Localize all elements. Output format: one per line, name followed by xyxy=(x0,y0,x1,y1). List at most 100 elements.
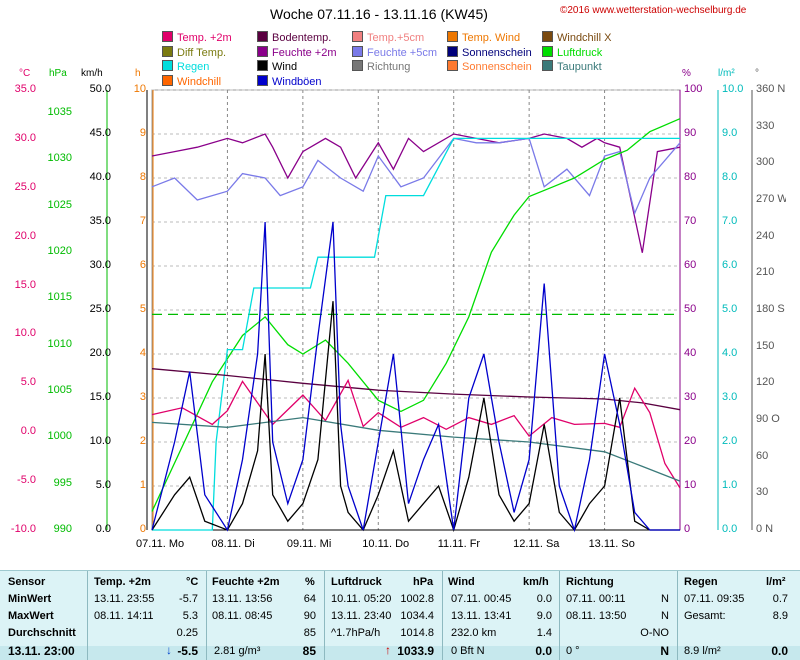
weather-chart xyxy=(106,89,753,533)
legend-item: Temp. Wind xyxy=(447,31,520,45)
row-label-min: MinWert xyxy=(8,593,52,605)
series-line-wind xyxy=(151,301,680,533)
series-line-luftdruck xyxy=(151,118,681,512)
temp-tick-label: 10.0 xyxy=(14,327,36,340)
rain-tick-label: 8.0 xyxy=(722,171,738,183)
legend-swatch xyxy=(162,60,173,71)
temp-tick-label: 0.0 xyxy=(20,425,36,438)
stats-header-hum: Feuchte +2m xyxy=(212,576,280,588)
stats-header-wind: Wind xyxy=(448,576,475,588)
current-rain-total: 8.9 l/m² xyxy=(684,645,721,657)
min-hpa-value: 1002.8 xyxy=(400,593,434,605)
dir-tick-label: 120 xyxy=(756,376,775,389)
x-tick-label: 09.11. Mi xyxy=(286,538,332,550)
max-hum-time: 08.11. 08:45 xyxy=(212,610,273,622)
sun-tick-label: 2 xyxy=(139,435,146,447)
series-line-windb-en xyxy=(151,221,680,533)
axis-unit-wind: km/h xyxy=(81,68,103,79)
column-divider xyxy=(559,571,560,660)
copyright-text[interactable]: ©2016 www.wetterstation-wechselburg.de xyxy=(560,5,747,16)
stats-header-rain: Regen xyxy=(684,576,718,588)
current-wind-bft: 0 Bft N xyxy=(451,645,485,657)
current-hpa-value: 1033.9 xyxy=(397,644,434,658)
trend-down-arrow-icon: ↓ xyxy=(166,643,172,657)
sun-tick-label: 1 xyxy=(139,479,146,491)
dir-tick-label: 300 xyxy=(756,156,775,169)
temp-tick-label: 15.0 xyxy=(14,278,36,291)
sun-tick-label: 5 xyxy=(139,303,146,315)
wind-tick-label: 25.0 xyxy=(89,303,111,315)
column-divider xyxy=(87,571,88,660)
max-dir-value: N xyxy=(661,610,669,622)
wind-distance: 232.0 km xyxy=(451,627,497,639)
current-temp-value: -5.5 xyxy=(177,644,198,658)
column-divider xyxy=(677,571,678,660)
legend-label: Diff Temp. xyxy=(177,46,227,59)
rain-total-label: Gesamt: xyxy=(684,610,726,622)
x-tick-label: 08.11. Di xyxy=(211,538,255,550)
min-dir-time: 07.11. 00:11 xyxy=(566,593,626,605)
temp-tick-label: -5.0 xyxy=(17,474,36,487)
current-time: 13.11. 23:00 xyxy=(8,644,75,658)
temp-tick-label: 5.0 xyxy=(20,376,36,389)
series-line-taupunkt xyxy=(151,416,681,482)
min-wind-value: 0.0 xyxy=(536,593,552,605)
hum-tick-label: 70 xyxy=(684,215,697,227)
legend-label: Windböen xyxy=(272,75,322,88)
dir-tick-label: 30 xyxy=(756,486,769,499)
temp-tick-label: 20.0 xyxy=(14,229,36,242)
avg-temp-value: 0.25 xyxy=(176,627,198,639)
max-wind-value: 9.0 xyxy=(536,610,552,622)
hum-tick-label: 60 xyxy=(684,259,697,271)
current-dir-value: N xyxy=(660,644,669,658)
legend-swatch xyxy=(447,45,458,57)
legend-item: Wind xyxy=(257,60,297,74)
wind-tick-label: 50.0 xyxy=(89,83,111,95)
legend-item: Sonnenschein xyxy=(447,60,532,74)
hpa-tick-label: 1005 xyxy=(47,384,72,397)
hum-tick-label: 0 xyxy=(684,523,691,535)
min-rain-value: 0.7 xyxy=(772,593,788,605)
legend-label: Feuchte +5cm xyxy=(367,46,438,59)
legend-label: Feuchte +2m xyxy=(272,46,337,59)
legend-item: Feuchte +5cm xyxy=(352,45,438,60)
column-divider xyxy=(324,571,325,660)
max-temp-value: 5.3 xyxy=(182,610,198,622)
avg-wind-value: 1.4 xyxy=(536,627,552,639)
rain-tick-label: 6.0 xyxy=(722,259,738,271)
wind-tick-label: 5.0 xyxy=(95,479,111,491)
hpa-tick-label: 1035 xyxy=(47,106,72,119)
hum-tick-label: 20 xyxy=(684,435,697,447)
legend-swatch xyxy=(447,31,458,42)
axis-unit-rain: l/m² xyxy=(718,68,735,79)
stats-header-temp: Temp. +2m xyxy=(94,576,151,588)
legend-swatch xyxy=(352,31,363,42)
min-hum-value: 64 xyxy=(303,593,316,605)
stats-header-rain-unit: l/m² xyxy=(766,576,786,588)
dir-tick-label: 240 xyxy=(756,229,775,242)
axis-unit-dir: ° xyxy=(755,68,759,79)
min-wind-time: 07.11. 00:45 xyxy=(451,593,512,605)
rain-tick-label: 10.0 xyxy=(722,83,744,95)
wind-tick-label: 45.0 xyxy=(89,127,111,139)
sun-tick-label: 3 xyxy=(139,391,146,403)
current-hum-value: 85 xyxy=(302,644,316,658)
rain-total-value: 8.9 xyxy=(772,610,788,622)
stats-header-hpa-unit: hPa xyxy=(413,576,434,588)
legend-label: Temp. +2m xyxy=(177,32,232,44)
rain-tick-label: 4.0 xyxy=(722,347,738,359)
series-line-feuchte-5cm xyxy=(151,137,681,216)
x-tick-label: 07.11. Mo xyxy=(136,538,185,550)
hum-tick-label: 80 xyxy=(684,171,697,183)
temp-tick-label: 30.0 xyxy=(14,131,36,144)
legend-label: Sonnenschein xyxy=(462,46,532,59)
legend-label: Richtung xyxy=(367,61,411,73)
dir-tick-label: 60 xyxy=(756,449,769,462)
max-wind-time: 13.11. 13:41 xyxy=(451,610,512,622)
legend-label: Wind xyxy=(272,61,298,73)
legend-label: Windchill X xyxy=(557,32,612,44)
legend-label: Sonnenschein xyxy=(462,61,532,73)
x-tick-label: 11.11. Fr xyxy=(437,538,481,550)
legend-swatch xyxy=(447,60,458,71)
legend-swatch xyxy=(542,31,553,42)
